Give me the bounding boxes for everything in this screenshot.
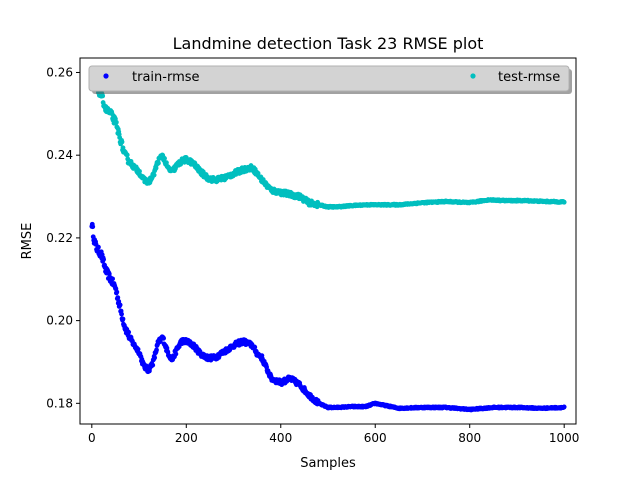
data-point [137,168,142,174]
data-point [115,295,121,301]
y-tick-label: 0.26 [46,65,73,79]
legend-label-test-rmse: test-rmse [498,70,560,85]
x-tick-label: 400 [269,431,292,445]
data-point [561,404,567,410]
x-axis-label: Samples [300,456,356,471]
data-point [119,139,125,145]
y-tick-label: 0.22 [46,231,73,245]
x-tick-label: 800 [458,431,481,445]
series-test-rmse [89,69,567,210]
data-point [561,199,567,205]
data-point [154,347,159,353]
y-tick-label: 0.18 [46,396,73,410]
data-point [152,355,158,361]
points-layer [89,69,567,413]
data-point [150,362,156,368]
x-tick-label: 1000 [549,431,580,445]
data-point [126,329,132,335]
data-point [100,93,106,99]
data-point [106,271,112,277]
data-point [119,311,124,317]
legend-frame [88,65,570,92]
y-axis-label: RMSE [20,223,35,260]
data-point [173,351,179,357]
chart-title: Landmine detection Task 23 RMSE plot [173,34,484,53]
legend: train-rmse test-rmse [88,65,572,94]
x-tick-label: 600 [364,431,387,445]
x-axis: 0 200 400 600 800 1000 [88,424,579,445]
data-point [96,244,101,250]
data-point [113,119,119,125]
data-point [110,276,115,282]
series-train-rmse [89,221,567,413]
x-tick-label: 0 [88,431,96,445]
y-tick-label: 0.24 [46,148,73,162]
data-point [120,316,126,322]
legend-marker-test-rmse [470,73,476,79]
data-point [161,335,167,341]
data-point [117,302,123,308]
data-point [90,224,96,230]
x-tick-label: 200 [175,431,198,445]
data-point [156,160,161,166]
legend-marker-train-rmse [103,73,109,79]
data-point [124,152,130,158]
legend-label-train-rmse: train-rmse [132,70,200,85]
data-point [101,257,107,262]
data-point [162,156,167,161]
data-point [151,172,157,178]
plot-frame [79,57,577,425]
y-tick-label: 0.20 [46,314,73,328]
data-point [135,346,141,352]
data-point [114,289,120,295]
data-point [252,344,258,350]
y-axis: 0.18 0.20 0.22 0.24 0.26 [46,65,80,410]
